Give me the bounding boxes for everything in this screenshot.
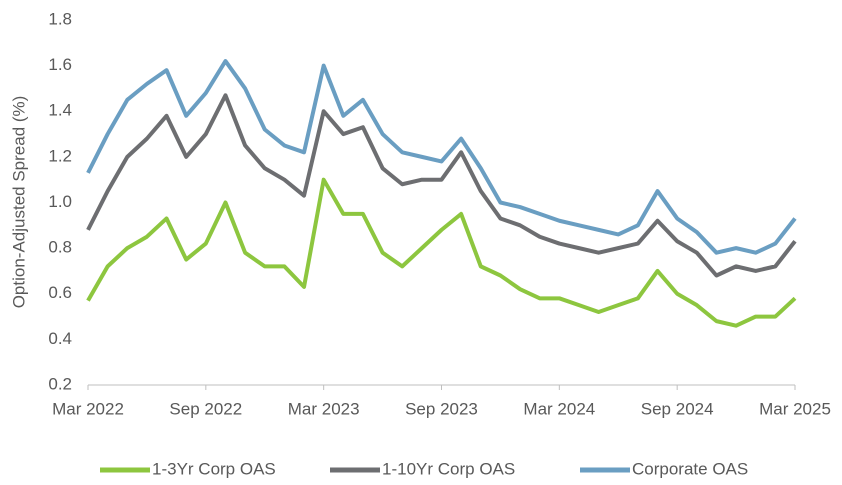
x-tick-label: Sep 2022 [169,399,242,418]
y-tick-label: 1.2 [48,146,72,165]
y-tick-label: 1.0 [48,192,72,211]
y-tick-label: 0.4 [48,329,72,348]
legend-label: 1-10Yr Corp OAS [382,459,515,478]
y-tick-label: 0.8 [48,238,72,257]
y-tick-label: 1.6 [48,55,72,74]
series-line [86,59,797,255]
y-tick-label: 0.2 [48,374,72,393]
x-tick-label: Mar 2025 [759,399,831,418]
x-tick-label: Sep 2023 [405,399,478,418]
series-line [86,93,797,278]
series-line [86,177,797,328]
y-tick-label: 1.4 [48,101,72,120]
y-tick-label: 1.8 [48,9,72,28]
x-tick-label: Mar 2023 [288,399,360,418]
y-tick-label: 0.6 [48,283,72,302]
x-tick-label: Mar 2022 [52,399,124,418]
legend-label: Corporate OAS [632,459,748,478]
legend-label: 1-3Yr Corp OAS [152,459,276,478]
x-tick-label: Mar 2024 [523,399,595,418]
x-tick-label: Sep 2024 [641,399,714,418]
y-axis-label: Option-Adjusted Spread (%) [9,96,28,309]
